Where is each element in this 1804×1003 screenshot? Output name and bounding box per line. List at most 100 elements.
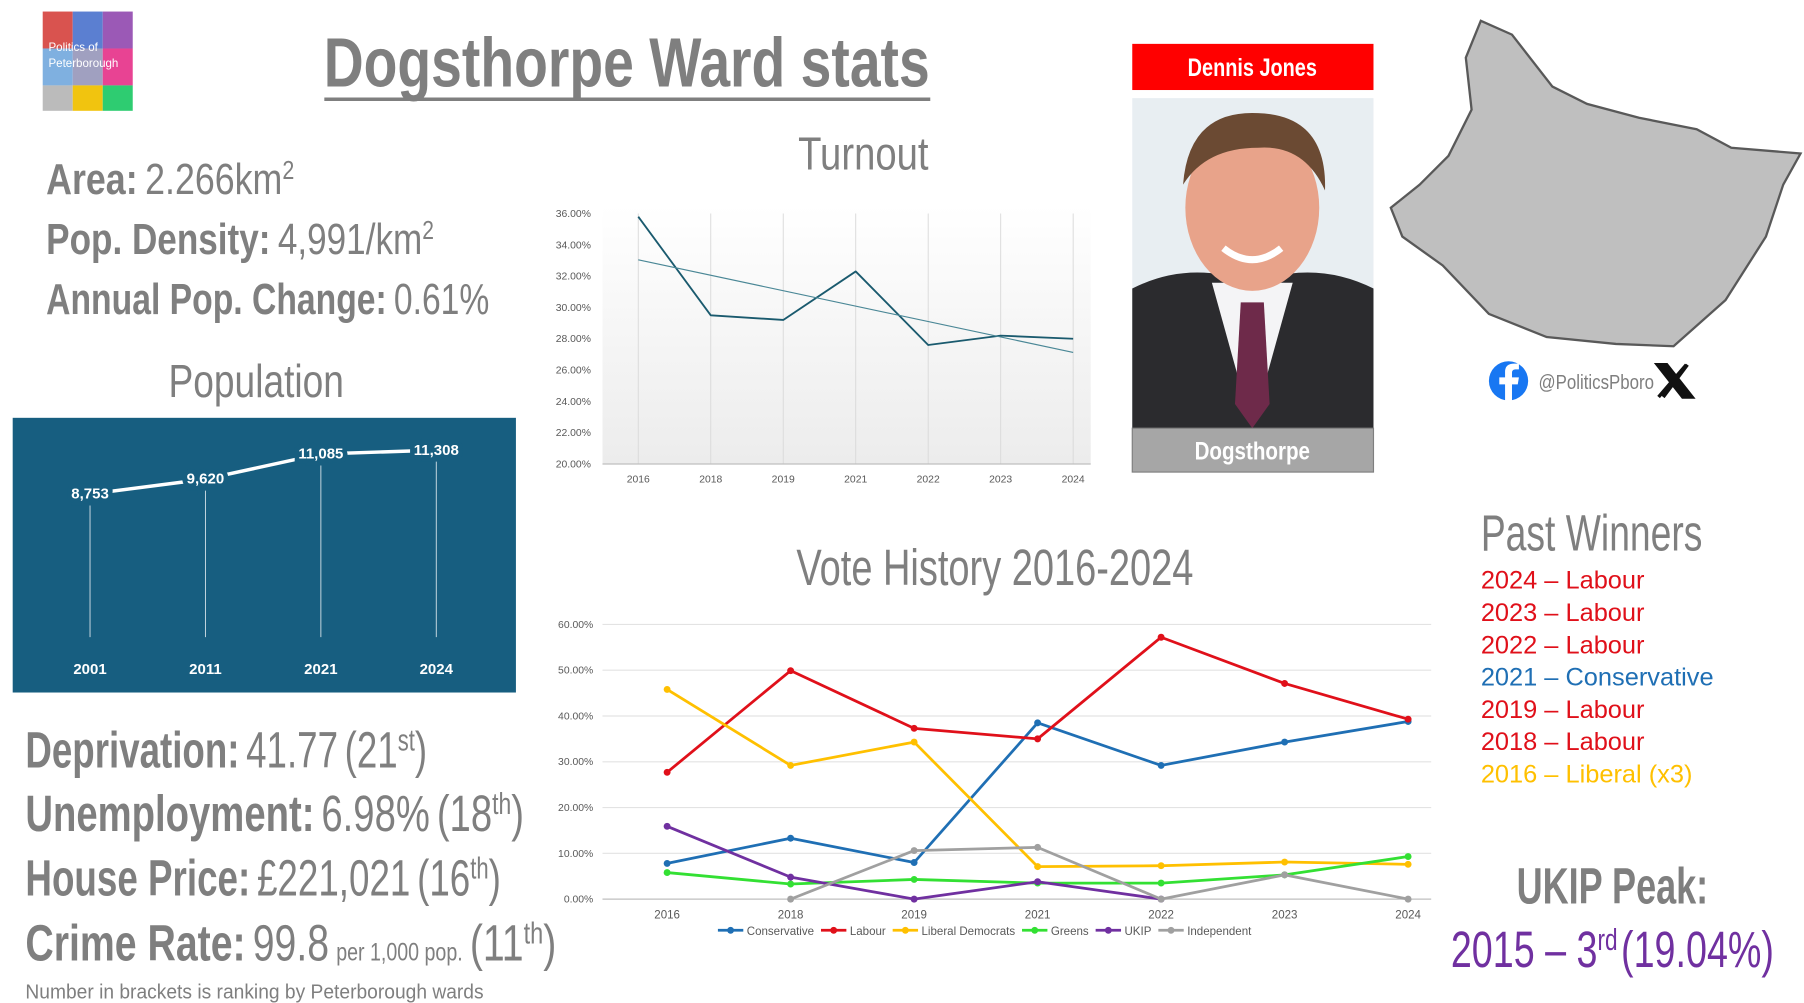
ukip-text: 2015 – 3	[1451, 921, 1598, 978]
name-banner	[1132, 43, 1374, 91]
data-point	[1281, 680, 1289, 687]
data-point	[663, 869, 671, 877]
data-point	[910, 895, 918, 903]
ranking-note: per 1,000 pop.	[336, 938, 462, 966]
stat-value: 4,991/km	[278, 215, 422, 264]
winner: 2019 – Labour	[1481, 696, 1645, 724]
series-line	[666, 720, 1409, 865]
stat-label: Annual Pop. Change:	[46, 275, 387, 324]
winner: 2018 – Labour	[1481, 728, 1645, 756]
ranking-label: Crime Rate:	[25, 914, 245, 971]
x-tick-label: 2018	[699, 474, 722, 485]
x-tick-label: 2011	[189, 661, 222, 678]
legend-dot	[1167, 926, 1175, 934]
ranking-rank: (16	[417, 850, 470, 907]
data-point	[787, 873, 795, 881]
legend-label: Conservative	[747, 926, 814, 938]
y-tick-label: 40.00%	[558, 711, 593, 722]
facebook-glyph	[1499, 363, 1519, 402]
ward-name: Dogsthorpe	[1195, 437, 1310, 465]
y-tick-label: 22.00%	[556, 428, 591, 439]
legend-dot	[901, 926, 909, 934]
y-tick-label: 60.00%	[558, 620, 593, 631]
ranking-sup: th	[492, 787, 511, 821]
x-tick-label: 2021	[844, 474, 867, 485]
y-tick-label: 34.00%	[556, 240, 591, 251]
data-point	[1157, 862, 1165, 870]
data-point	[787, 895, 795, 903]
legend-label: UKIP	[1124, 926, 1151, 938]
chart-title: Turnout	[798, 128, 929, 180]
x-tick-label: 2021	[1025, 910, 1051, 922]
winner: 2024 – Labour	[1481, 567, 1645, 595]
data-point	[910, 875, 918, 883]
stat-sup: 2	[422, 215, 434, 245]
data-point	[1034, 863, 1042, 871]
ward-banner	[1131, 427, 1375, 473]
data-point	[1157, 879, 1165, 887]
stat-label: Pop. Density:	[46, 215, 270, 264]
x-tick-label: 2016	[654, 910, 680, 922]
winners-title: Past Winners	[1481, 505, 1703, 562]
logo-text: Politics of	[48, 42, 98, 54]
data-point	[663, 859, 671, 867]
ranking-label: Deprivation:	[25, 722, 239, 779]
stat-sup: 2	[282, 155, 294, 185]
data-point	[1034, 719, 1042, 727]
legend-label: Liberal Democrats	[922, 926, 1016, 938]
page-title: Dogsthorpe Ward stats	[324, 24, 930, 102]
data-point	[910, 847, 918, 855]
legend-dot	[1104, 926, 1112, 934]
stat: Area:2.266km2	[46, 155, 294, 204]
y-tick-label: 36.00%	[556, 209, 591, 220]
data-point	[1281, 871, 1289, 879]
data-point	[1034, 843, 1042, 851]
legend-label: Independent	[1187, 926, 1252, 938]
data-point	[910, 859, 918, 866]
stat-label: Area:	[46, 155, 137, 204]
data-point	[1404, 715, 1412, 723]
x-tick-label: 2022	[1148, 910, 1174, 922]
councillor-photo	[1132, 98, 1374, 429]
stat: Annual Pop. Change:0.61%	[46, 275, 489, 324]
series-line	[637, 216, 1074, 346]
data-point	[787, 880, 795, 888]
data-point	[1404, 860, 1412, 868]
data-point	[663, 822, 671, 830]
y-tick-label: 30.00%	[556, 303, 591, 314]
ranking-close: )	[543, 914, 556, 971]
stat-value: 2.266km	[145, 155, 282, 204]
ranking: Unemployment:6.98%(18th)	[25, 785, 524, 842]
ranking-value: 6.98%	[321, 785, 429, 842]
y-tick-label: 24.00%	[556, 397, 591, 408]
chart-title: Population	[169, 355, 344, 407]
social-handle: @PoliticsPboro	[1539, 371, 1654, 394]
series-line	[666, 635, 1409, 774]
data-point	[1157, 761, 1165, 769]
x-tick-label: 2019	[901, 910, 927, 922]
x-tick-label: 2018	[778, 910, 804, 922]
data-point	[1157, 895, 1165, 903]
x-tick-label: 2024	[420, 661, 454, 678]
x-tick-label: 2022	[917, 474, 940, 485]
x-tick-label: 2024	[1062, 474, 1085, 485]
legend-dot	[830, 926, 838, 934]
trendline	[638, 259, 1074, 353]
y-tick-label: 26.00%	[556, 366, 591, 377]
ward-map	[1389, 19, 1803, 348]
y-tick-label: 28.00%	[556, 334, 591, 345]
ranking-label: Unemployment:	[25, 785, 314, 842]
y-tick-label: 20.00%	[558, 803, 593, 814]
data-point	[787, 761, 795, 769]
ranking-rank: (11	[470, 914, 524, 971]
ranking-close: )	[511, 785, 524, 842]
data-point	[1034, 878, 1042, 886]
data-label: 11,085	[298, 446, 343, 463]
x-tick-label: 2023	[989, 474, 1012, 485]
ranking: Crime Rate:99.8per 1,000 pop. (11th)	[25, 914, 556, 971]
ukip-sup: rd	[1598, 923, 1618, 957]
ranking: House Price:£221,021(16th)	[25, 850, 501, 907]
plot-background	[602, 205, 1091, 464]
data-point	[1404, 895, 1412, 903]
